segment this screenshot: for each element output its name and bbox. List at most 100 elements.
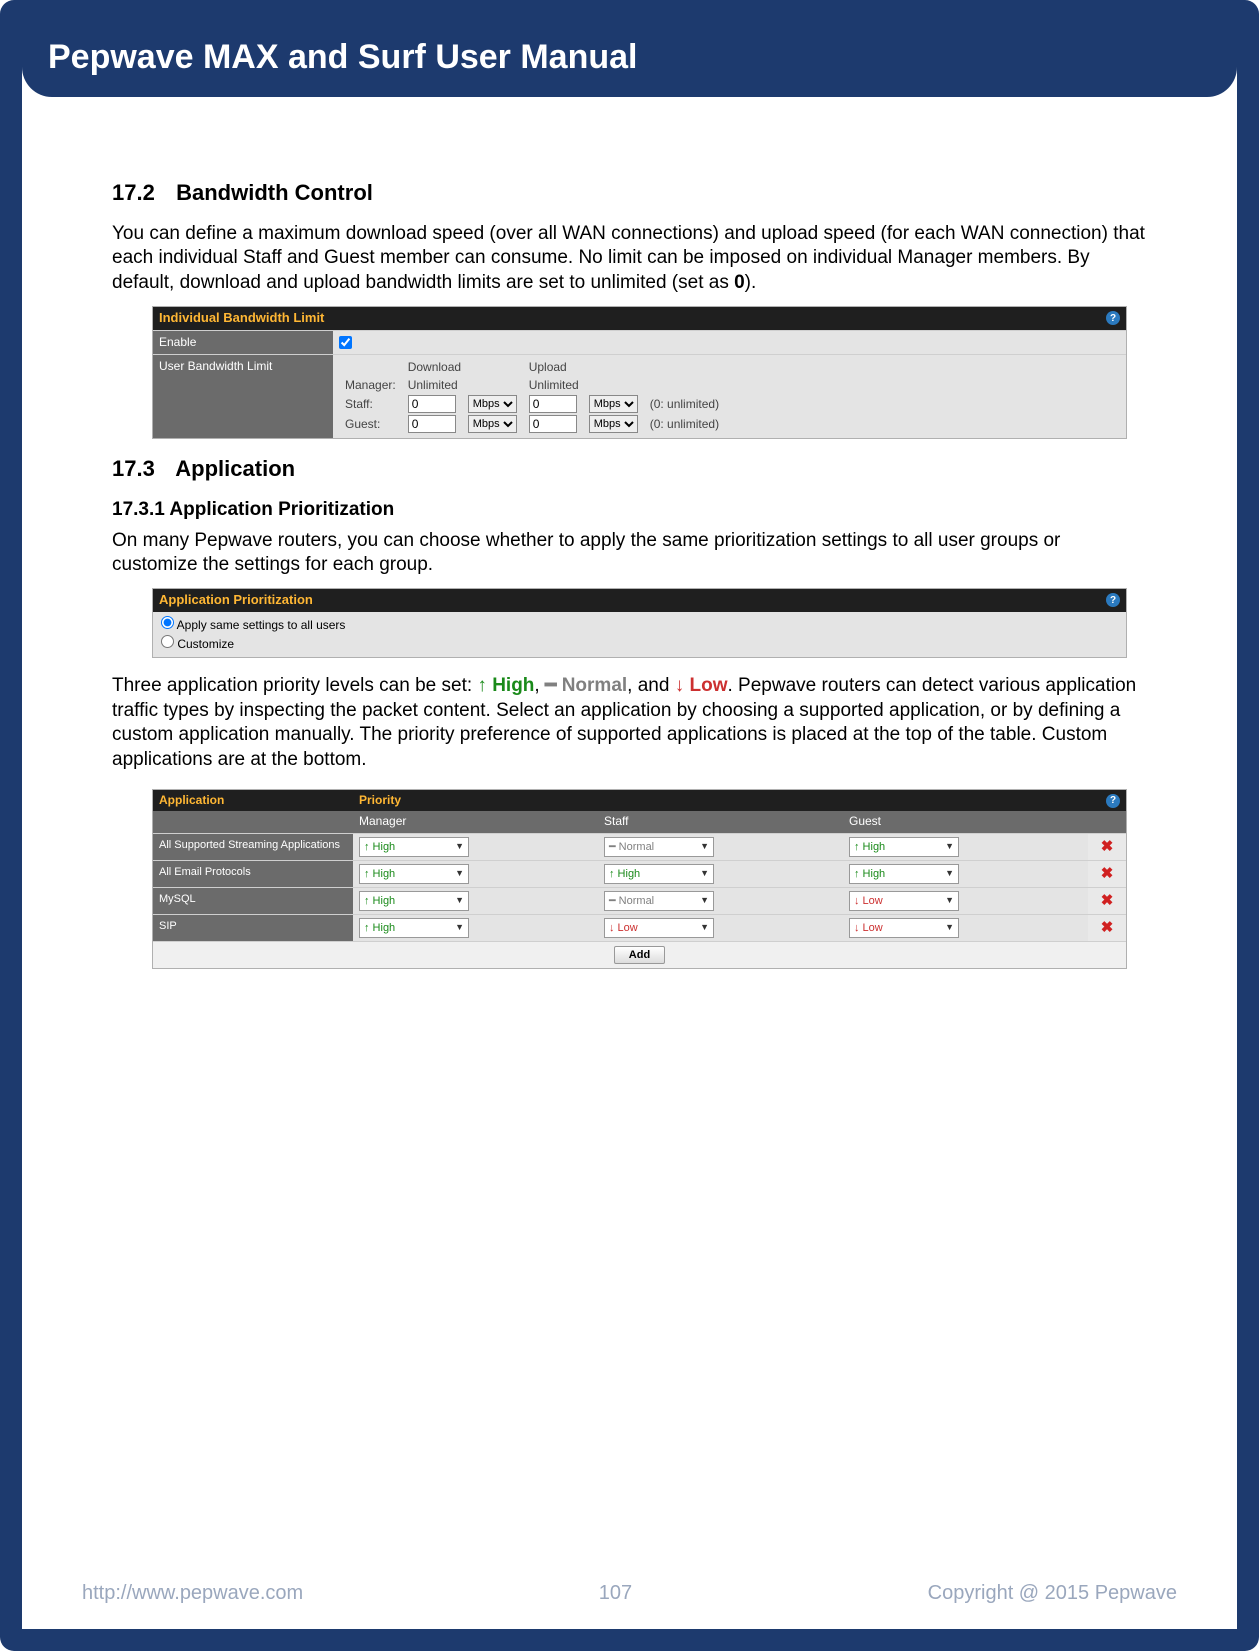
staff-ul-input[interactable] <box>529 395 577 413</box>
footer-url: http://www.pepwave.com <box>82 1582 303 1605</box>
delete-icon[interactable]: ✖ <box>1101 864 1114 884</box>
priority-select[interactable]: ↑ High ▼ <box>849 837 959 857</box>
text: ). <box>745 272 757 293</box>
help-icon[interactable]: ? <box>1106 311 1120 325</box>
text: , <box>534 675 539 696</box>
chevron-down-icon: ▼ <box>945 922 954 934</box>
priority-select[interactable]: ━ Normal ▼ <box>604 891 714 911</box>
delete-icon[interactable]: ✖ <box>1101 918 1114 938</box>
manager-dl: Unlimited <box>402 377 523 395</box>
priority-value: ↑ High <box>854 840 885 854</box>
chevron-down-icon: ▼ <box>700 922 709 934</box>
priority-value: ↑ High <box>854 867 885 881</box>
panel-titlebar: Application Prioritization ? <box>153 589 1126 612</box>
section-title: Bandwidth Control <box>176 180 373 205</box>
section-number: 17.3 <box>112 455 170 484</box>
priority-table-panel: Application Priority ? Manager Staff Gue… <box>152 789 1127 969</box>
manager-ul: Unlimited <box>523 377 644 395</box>
guest-ul-input[interactable] <box>529 415 577 433</box>
priority-value: ↓ Low <box>854 894 883 908</box>
guest-dl-input[interactable] <box>408 415 456 433</box>
priority-select[interactable]: ↑ High ▼ <box>359 837 469 857</box>
help-icon[interactable]: ? <box>1106 593 1120 607</box>
priority-select[interactable]: ↑ High▼ <box>604 864 714 884</box>
subheader-del <box>1088 811 1126 833</box>
priority-select[interactable]: ↑ High▼ <box>359 891 469 911</box>
chevron-down-icon: ▼ <box>455 841 464 853</box>
doc-header: Pepwave MAX and Surf User Manual <box>22 20 1237 97</box>
radio-custom[interactable] <box>161 635 174 648</box>
add-bar: Add <box>153 941 1126 968</box>
priority-value: ↑ High <box>364 921 395 935</box>
section-17-3-heading: 17.3 Application <box>112 455 1147 484</box>
panel-titlebar: Individual Bandwidth Limit ? <box>153 307 1126 330</box>
delete-cell: ✖ <box>1088 915 1126 941</box>
chevron-down-icon: ▼ <box>945 841 954 853</box>
chevron-down-icon: ▼ <box>700 868 709 880</box>
priority-row: SIP↑ High▼↓ Low▼↓ Low▼✖ <box>153 914 1126 941</box>
staff-label: Staff: <box>339 394 402 414</box>
col-download: Download <box>402 359 523 377</box>
radio-same-label[interactable]: Apply same settings to all users <box>161 615 1118 635</box>
footer-copyright: Copyright @ 2015 Pepwave <box>928 1582 1177 1605</box>
app-prioritization-panel: Application Prioritization ? Apply same … <box>152 588 1127 658</box>
staff-ul-unit[interactable]: Mbps <box>589 395 638 413</box>
guest-note: (0: unlimited) <box>644 414 725 434</box>
priority-value: ━ Normal <box>609 894 654 908</box>
priority-cell-guest: ↓ Low▼ <box>843 915 1088 941</box>
manager-label: Manager: <box>339 377 402 395</box>
section-number: 17.2 <box>112 179 170 208</box>
paragraph-app2: Three application priority levels can be… <box>112 674 1147 773</box>
subsection-17-3-1: 17.3.1 Application Prioritization <box>112 498 1147 523</box>
bw-table: Download Upload Manager: Unlimited Unlim… <box>339 359 725 434</box>
word-normal: ━ Normal <box>545 675 627 696</box>
enable-checkbox[interactable] <box>339 336 352 349</box>
content-area: 17.2 Bandwidth Control You can define a … <box>22 97 1237 1572</box>
subheader-staff: Staff <box>598 811 843 833</box>
paragraph-app1: On many Pepwave routers, you can choose … <box>112 529 1147 578</box>
header-priority: Priority ? <box>353 790 1126 812</box>
page-frame: Pepwave MAX and Surf User Manual 17.2 Ba… <box>0 0 1259 1651</box>
add-button[interactable]: Add <box>614 946 665 964</box>
delete-cell: ✖ <box>1088 888 1126 914</box>
help-icon[interactable]: ? <box>1106 794 1120 808</box>
priority-cell-staff: ↓ Low ▼ <box>598 915 843 941</box>
bw-grid: Download Upload Manager: Unlimited Unlim… <box>333 355 1126 438</box>
text: Three application priority levels can be… <box>112 675 477 696</box>
user-bw-row: User Bandwidth Limit Download Upload Man… <box>153 354 1126 438</box>
staff-dl-input[interactable] <box>408 395 456 413</box>
subheader-guest: Guest <box>843 811 1088 833</box>
delete-icon[interactable]: ✖ <box>1101 891 1114 911</box>
priority-select[interactable]: ↑ High ▼ <box>849 864 959 884</box>
priority-row: All Email Protocols↑ High▼↑ High▼↑ High▼… <box>153 860 1126 887</box>
footer: http://www.pepwave.com 107 Copyright @ 2… <box>22 1572 1237 1629</box>
staff-dl-unit[interactable]: Mbps <box>468 395 517 413</box>
delete-icon[interactable]: ✖ <box>1101 837 1114 857</box>
priority-select[interactable]: ↑ High ▼ <box>359 918 469 938</box>
enable-label: Enable <box>153 331 333 355</box>
priority-select[interactable]: ↓ Low ▼ <box>604 918 714 938</box>
priority-value: ↑ High <box>364 840 395 854</box>
doc-title: Pepwave MAX and Surf User Manual <box>48 38 638 76</box>
priority-cell-manager: ↑ High ▼ <box>353 915 598 941</box>
priority-select[interactable]: ↓ Low▼ <box>849 918 959 938</box>
text: Priority <box>359 793 401 809</box>
priority-select[interactable]: ━ Normal▼ <box>604 837 714 857</box>
chevron-down-icon: ▼ <box>700 895 709 907</box>
word-high: ↑ High <box>477 675 534 696</box>
priority-value: ↓ Low <box>609 921 638 935</box>
chevron-down-icon: ▼ <box>945 868 954 880</box>
chevron-down-icon: ▼ <box>455 922 464 934</box>
priority-cell-guest: ↑ High ▼ <box>843 861 1088 887</box>
delete-cell: ✖ <box>1088 834 1126 860</box>
panel-title: Application Prioritization <box>159 592 313 609</box>
delete-cell: ✖ <box>1088 861 1126 887</box>
priority-select[interactable]: ↓ Low▼ <box>849 891 959 911</box>
guest-dl-unit[interactable]: Mbps <box>468 415 517 433</box>
guest-ul-unit[interactable]: Mbps <box>589 415 638 433</box>
priority-select[interactable]: ↑ High▼ <box>359 864 469 884</box>
radio-custom-label[interactable]: Customize <box>161 634 1118 654</box>
section-title: Application <box>175 456 295 481</box>
priority-value: ↑ High <box>364 867 395 881</box>
radio-same[interactable] <box>161 616 174 629</box>
